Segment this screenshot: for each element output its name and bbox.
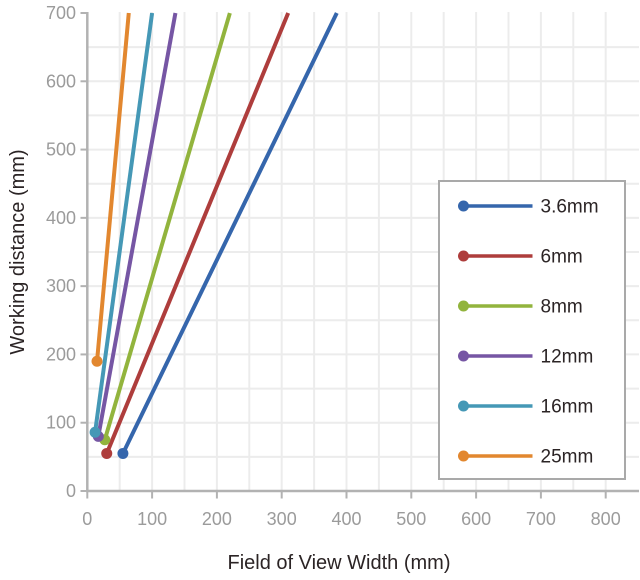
series-line-6mm [104, 12, 291, 455]
x-tick-label: 200 [202, 509, 232, 529]
y-tick-label: 600 [46, 71, 76, 91]
series-line-3.6mm [121, 12, 339, 455]
legend-label: 6mm [541, 247, 583, 268]
series-marker-6mm [101, 447, 113, 459]
legend-item-8mm: 8mm [458, 297, 583, 318]
legend-marker-dot [458, 200, 469, 212]
series-layer [89, 12, 339, 459]
legend-marker-dot [458, 350, 469, 362]
legend-label: 8mm [541, 297, 583, 318]
y-tick-label: 700 [46, 3, 76, 23]
y-axis-title: Working distance (mm) [7, 149, 29, 354]
legend-box [438, 180, 626, 480]
legend-marker-dot [458, 400, 469, 412]
x-axis-title: Field of View Width (mm) [227, 552, 450, 574]
legend-label: 16mm [541, 397, 594, 418]
series-line-16mm [93, 12, 155, 433]
legend-item-16mm: 16mm [458, 397, 593, 418]
legend-marker-dot [458, 250, 469, 262]
x-tick-label: 500 [396, 509, 426, 529]
x-tick-label: 400 [331, 509, 361, 529]
legend-label: 12mm [541, 347, 594, 368]
y-tick-label: 100 [46, 413, 76, 433]
legend-marker-dot [458, 450, 469, 462]
legend: 3.6mm 6mm 8mm 12mm 16mm 25mm [438, 180, 626, 480]
x-tick-label: 800 [591, 509, 621, 529]
series-marker-25mm [91, 355, 103, 367]
series-line-8mm [102, 12, 232, 441]
legend-item-6mm: 6mm [458, 247, 583, 268]
legend-item-3.6mm: 3.6mm [458, 197, 599, 218]
x-tick-label: 0 [82, 509, 92, 529]
x-tick-label: 300 [267, 509, 297, 529]
x-tick-label: 100 [137, 509, 167, 529]
series-marker-3.6mm [117, 447, 129, 459]
y-tick-label: 0 [66, 481, 76, 501]
axis-layer: 0 100 200 300 400 500 600 700 800 0 100 200 300 400 50… [46, 3, 639, 529]
series-line-12mm [96, 12, 178, 437]
legend-item-25mm: 25mm [458, 447, 593, 468]
x-tick-label: 600 [461, 509, 491, 529]
legend-item-12mm: 12mm [458, 347, 593, 368]
legend-label: 3.6mm [541, 197, 599, 218]
legend-marker-dot [458, 300, 469, 312]
y-tick-label: 200 [46, 344, 76, 364]
series-line-25mm [95, 12, 131, 362]
legend-label: 25mm [541, 447, 594, 468]
x-tick-label: 700 [526, 509, 556, 529]
y-tick-label: 500 [46, 140, 76, 160]
y-tick-label: 300 [46, 276, 76, 296]
series-marker-16mm [89, 426, 101, 438]
y-tick-label: 400 [46, 208, 76, 228]
